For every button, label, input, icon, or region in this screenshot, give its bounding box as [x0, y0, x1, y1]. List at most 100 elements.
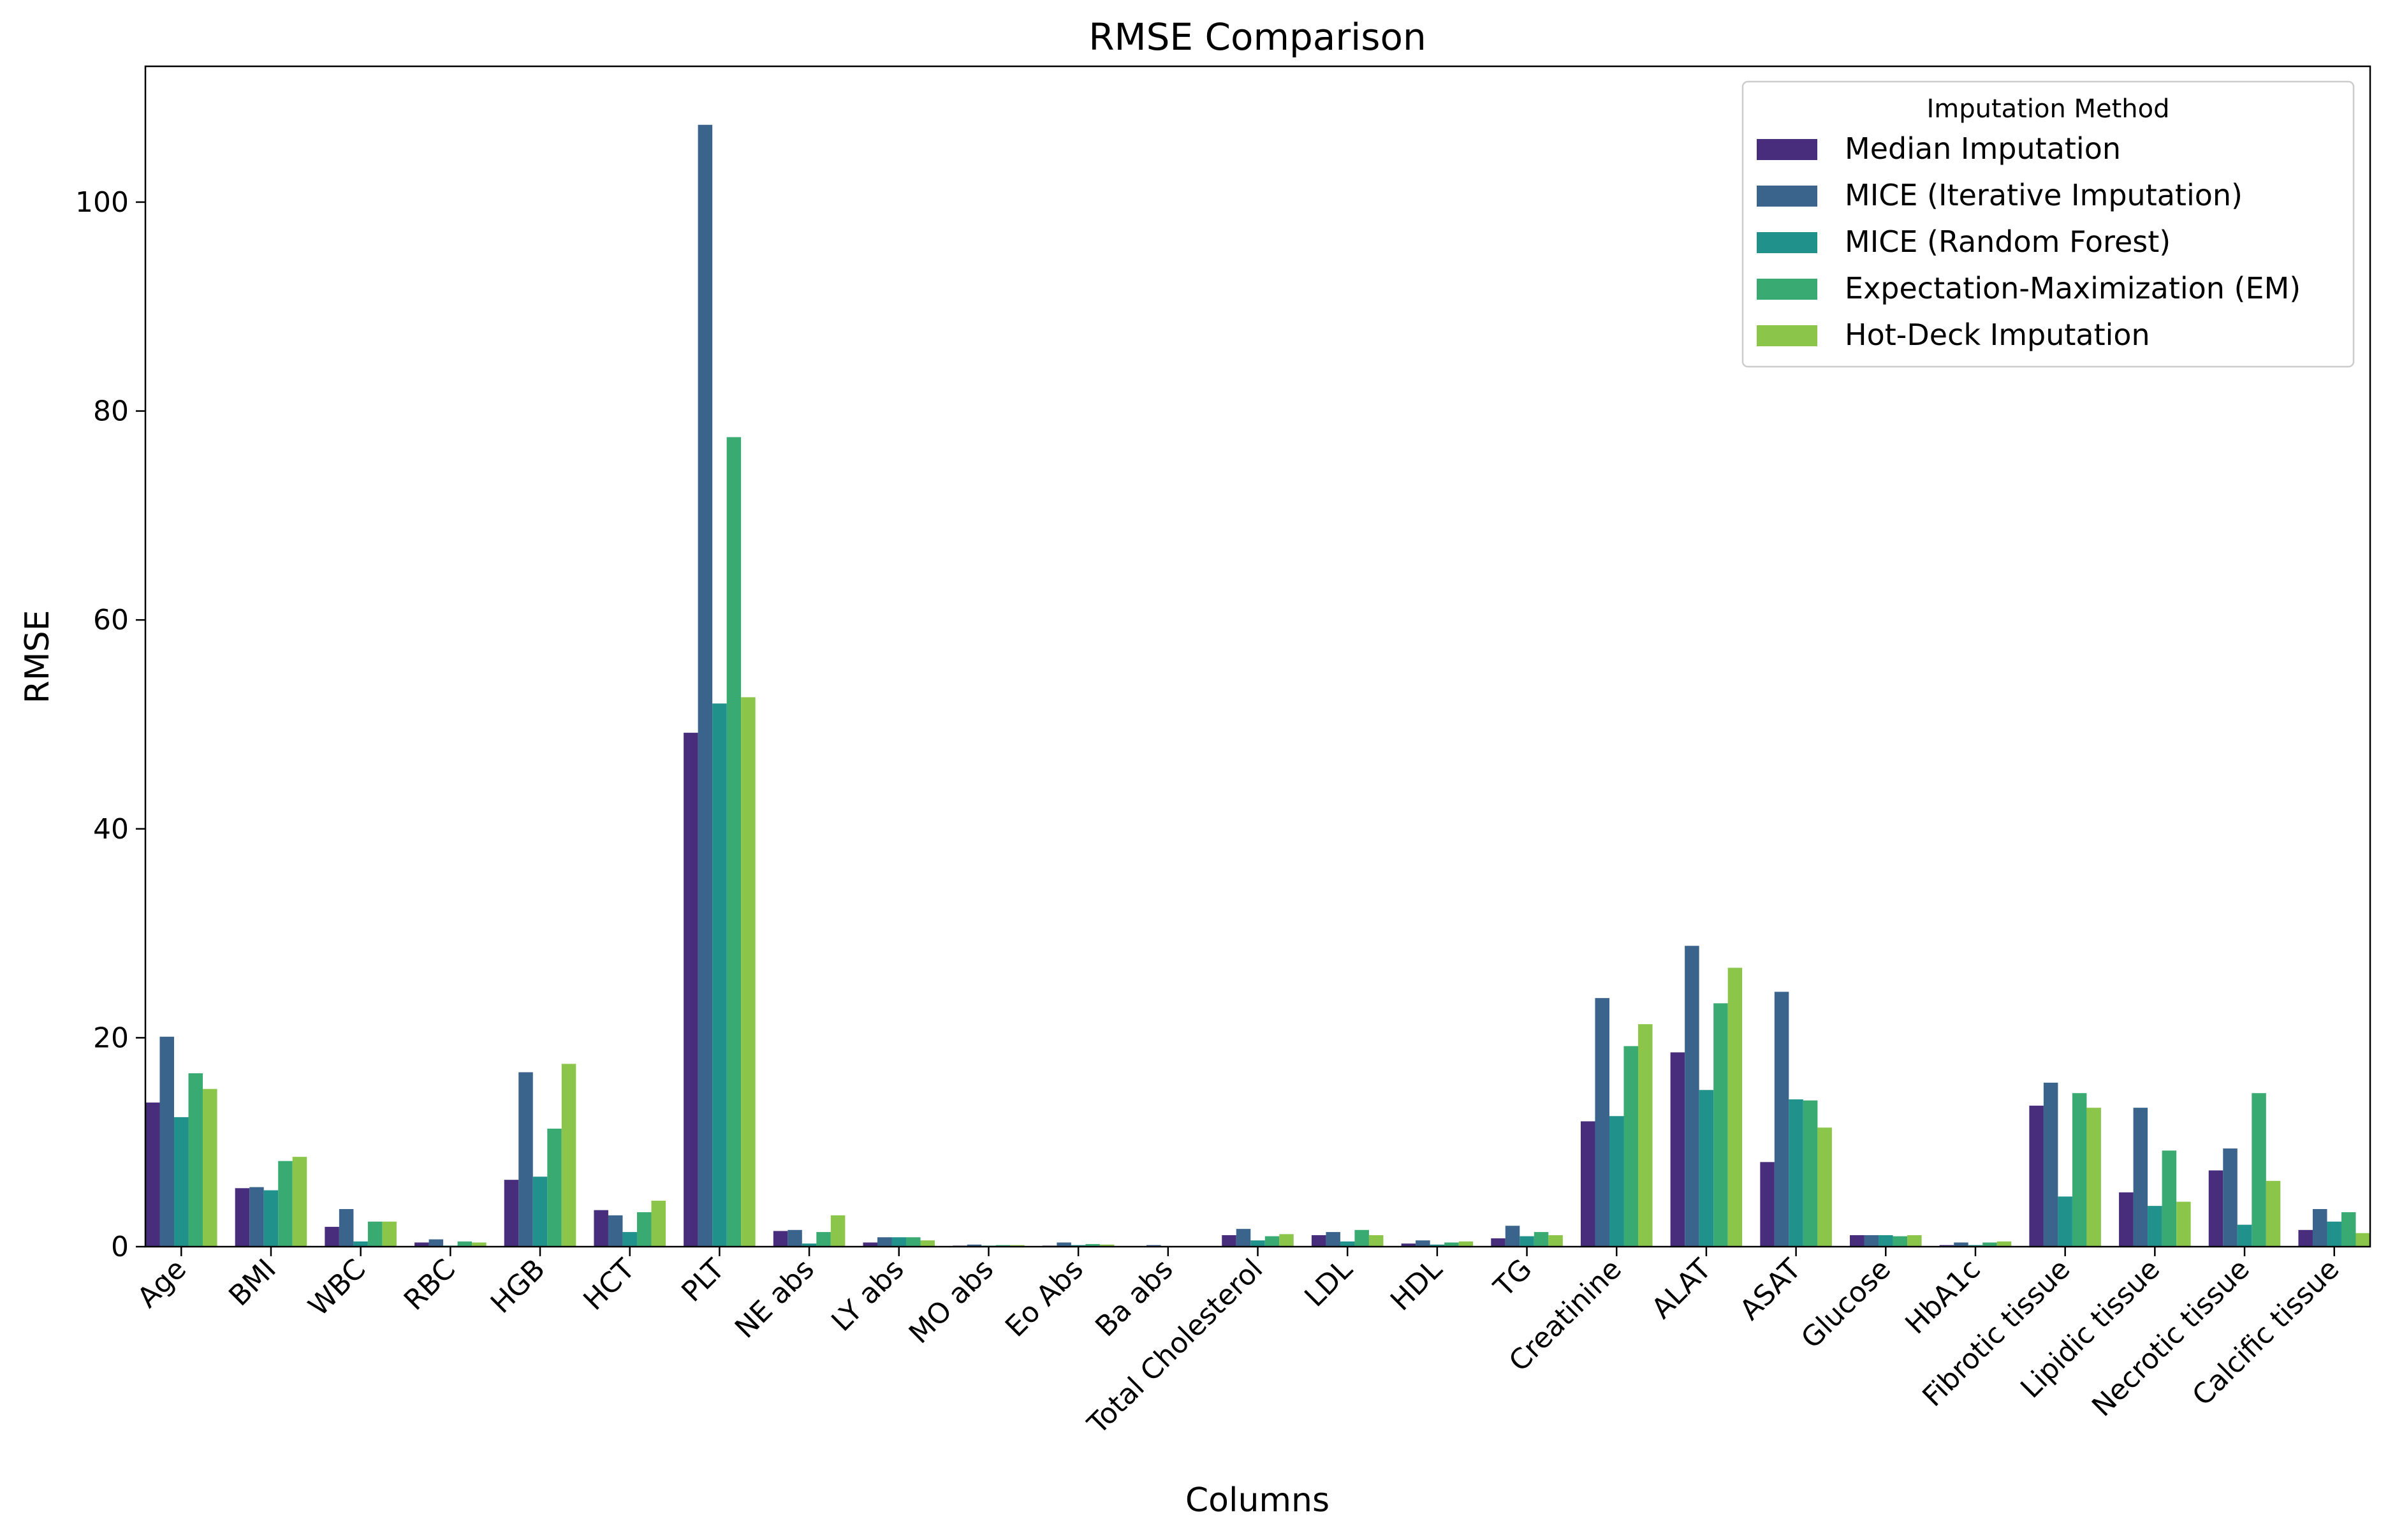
bar-1-15 [1401, 1243, 1416, 1247]
bar-3-20 [1879, 1235, 1893, 1247]
bar-4-20 [1893, 1236, 1908, 1247]
legend-swatch [1757, 325, 1817, 346]
bar-2-5 [518, 1072, 533, 1247]
bar-4-24 [2252, 1093, 2266, 1247]
bar-5-24 [2266, 1180, 2281, 1247]
bar-5-1 [203, 1089, 217, 1247]
bar-2-14 [1326, 1232, 1340, 1247]
bar-3-7 [712, 703, 727, 1247]
bar-1-25 [2298, 1229, 2313, 1247]
legend-swatch [1757, 186, 1817, 207]
bar-1-2 [235, 1188, 250, 1247]
y-tick-label: 20 [93, 1022, 129, 1054]
legend-swatch [1757, 232, 1817, 253]
bar-2-22 [2043, 1082, 2058, 1247]
bar-1-3 [325, 1226, 339, 1247]
bar-1-18 [1670, 1052, 1685, 1247]
bar-2-3 [339, 1209, 354, 1247]
bars-layer [145, 124, 2370, 1247]
bar-2-16 [1505, 1226, 1520, 1247]
x-axis-label: Columns [1185, 1481, 1330, 1520]
bar-5-15 [1458, 1241, 1474, 1247]
bar-5-3 [382, 1221, 397, 1247]
legend-label: MICE (Random Forest) [1845, 224, 2171, 259]
y-tick-label: 80 [93, 395, 129, 428]
bar-1-8 [773, 1231, 788, 1247]
bar-5-19 [1817, 1127, 1832, 1247]
bar-4-17 [1623, 1046, 1639, 1247]
bar-5-16 [1548, 1235, 1563, 1247]
bar-3-16 [1520, 1236, 1534, 1247]
bar-4-3 [367, 1221, 383, 1247]
bar-2-20 [1864, 1235, 1879, 1247]
y-tick-label: 60 [93, 604, 129, 636]
y-axis: 0 20 40 60 80 100 [75, 186, 145, 1263]
bar-5-13 [1279, 1234, 1294, 1247]
bar-3-23 [2148, 1206, 2162, 1247]
bar-2-25 [2312, 1209, 2327, 1247]
bar-5-7 [741, 697, 756, 1247]
bar-4-8 [816, 1232, 831, 1247]
y-tick-label: 40 [93, 813, 129, 846]
bar-4-1 [188, 1073, 203, 1247]
bar-2-7 [698, 124, 713, 1247]
bar-2-1 [159, 1036, 175, 1247]
bar-1-9 [863, 1242, 877, 1247]
bar-3-6 [622, 1232, 637, 1247]
bar-1-1 [145, 1102, 160, 1247]
bar-4-14 [1354, 1229, 1369, 1247]
y-axis-label: RMSE [18, 610, 57, 704]
bar-2-4 [429, 1239, 444, 1247]
chart-title: RMSE Comparison [1088, 15, 1426, 59]
legend-box [1741, 80, 2355, 368]
bar-4-15 [1444, 1242, 1459, 1247]
bar-3-18 [1699, 1090, 1714, 1247]
bar-3-14 [1340, 1241, 1355, 1247]
bar-5-17 [1638, 1024, 1653, 1247]
bar-1-20 [1850, 1235, 1864, 1247]
bar-4-16 [1534, 1232, 1549, 1247]
bar-4-23 [2162, 1150, 2177, 1247]
bar-1-19 [1760, 1162, 1775, 1247]
legend-swatch [1757, 139, 1817, 160]
bar-5-5 [561, 1064, 576, 1247]
bar-2-15 [1416, 1240, 1430, 1247]
bar-5-4 [472, 1242, 487, 1247]
bar-3-17 [1609, 1116, 1624, 1247]
bar-4-5 [547, 1128, 562, 1247]
bar-2-10 [967, 1244, 982, 1247]
bar-4-11 [1085, 1243, 1100, 1247]
bar-4-4 [457, 1241, 472, 1247]
bar-1-24 [2208, 1170, 2223, 1247]
bar-3-24 [2237, 1224, 2252, 1247]
bar-1-22 [2029, 1105, 2044, 1247]
y-tick-label: 100 [75, 186, 129, 219]
legend-label: Expectation-Maximization (EM) [1845, 271, 2301, 305]
bar-2-21 [1954, 1242, 1968, 1247]
bar-3-9 [891, 1237, 907, 1247]
legend-title: Imputation Method [1926, 94, 2169, 124]
bar-3-15 [1430, 1244, 1445, 1247]
legend: Imputation Method Median Imputation MICE … [1741, 80, 2355, 368]
bar-1-23 [2119, 1192, 2134, 1247]
bar-5-22 [2086, 1108, 2101, 1247]
bar-1-6 [594, 1210, 608, 1247]
bar-2-19 [1774, 992, 1789, 1247]
bar-1-5 [504, 1180, 519, 1247]
legend-label: Median Imputation [1845, 131, 2121, 166]
bar-5-18 [1727, 967, 1743, 1247]
bar-4-6 [636, 1212, 652, 1247]
bar-3-25 [2327, 1221, 2341, 1247]
bar-2-17 [1595, 998, 1609, 1247]
bar-1-13 [1222, 1235, 1236, 1247]
bar-4-25 [2341, 1212, 2356, 1247]
legend-label: Hot-Deck Imputation [1845, 318, 2150, 352]
bar-2-6 [608, 1215, 623, 1247]
bar-5-20 [1907, 1235, 1922, 1247]
bar-4-21 [1982, 1242, 1997, 1247]
bar-3-8 [802, 1243, 817, 1247]
bar-3-13 [1250, 1240, 1265, 1247]
bar-2-13 [1236, 1229, 1251, 1247]
